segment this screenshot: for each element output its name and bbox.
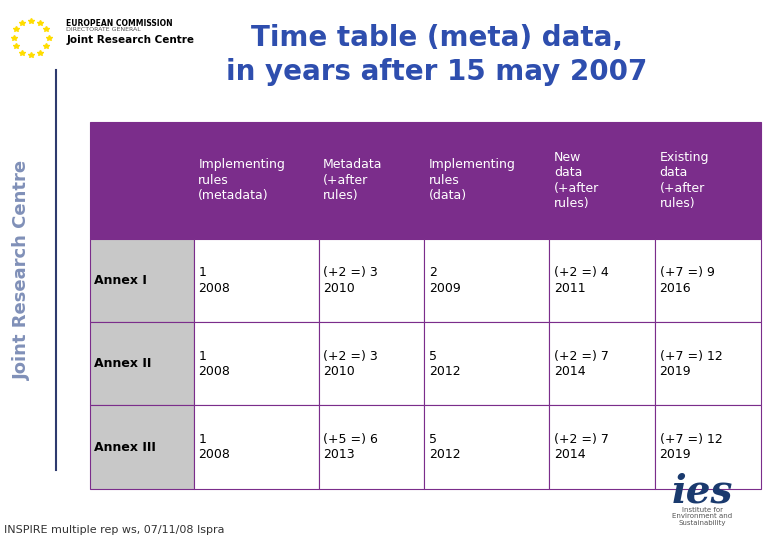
Text: (+7 =) 9
2016: (+7 =) 9 2016 [660,266,714,295]
Text: (+7 =) 12
2019: (+7 =) 12 2019 [660,349,722,378]
Text: Annex III: Annex III [94,441,156,454]
Text: (+2 =) 3
2010: (+2 =) 3 2010 [323,349,378,378]
Text: 1
2008: 1 2008 [198,349,230,378]
Text: (+2 =) 3
2010: (+2 =) 3 2010 [323,266,378,295]
Text: Implementing
rules
(data): Implementing rules (data) [429,158,516,202]
Text: Annex I: Annex I [94,274,147,287]
Text: (+5 =) 6
2013: (+5 =) 6 2013 [323,433,378,461]
Text: 5
2012: 5 2012 [429,433,460,461]
Text: ies: ies [672,472,732,510]
Text: Implementing
rules
(metadata): Implementing rules (metadata) [198,158,285,202]
Text: Metadata
(+after
rules): Metadata (+after rules) [323,158,383,202]
Text: 2
2009: 2 2009 [429,266,461,295]
Text: (+2 =) 7
2014: (+2 =) 7 2014 [554,349,608,378]
Text: Joint Research Centre: Joint Research Centre [12,160,31,380]
Text: Joint Research Centre: Joint Research Centre [66,35,194,45]
Text: DIRECTORATE GENERAL: DIRECTORATE GENERAL [66,27,141,32]
Text: 1
2008: 1 2008 [198,433,230,461]
Text: (+2 =) 7
2014: (+2 =) 7 2014 [554,433,608,461]
Text: Institute for
Environment and
Sustainability: Institute for Environment and Sustainabi… [672,507,732,526]
Text: 1
2008: 1 2008 [198,266,230,295]
Text: EUROPEAN COMMISSION: EUROPEAN COMMISSION [66,19,173,28]
Text: Annex II: Annex II [94,357,152,370]
Text: New
data
(+after
rules): New data (+after rules) [554,151,599,210]
Text: INSPIRE multiple rep ws, 07/11/08 Ispra: INSPIRE multiple rep ws, 07/11/08 Ispra [4,524,225,535]
Text: 5
2012: 5 2012 [429,349,460,378]
Text: Existing
data
(+after
rules): Existing data (+after rules) [660,151,709,210]
Text: (+7 =) 12
2019: (+7 =) 12 2019 [660,433,722,461]
Text: Time table (meta) data,
in years after 15 may 2007: Time table (meta) data, in years after 1… [226,24,647,86]
Text: (+2 =) 4
2011: (+2 =) 4 2011 [554,266,608,295]
